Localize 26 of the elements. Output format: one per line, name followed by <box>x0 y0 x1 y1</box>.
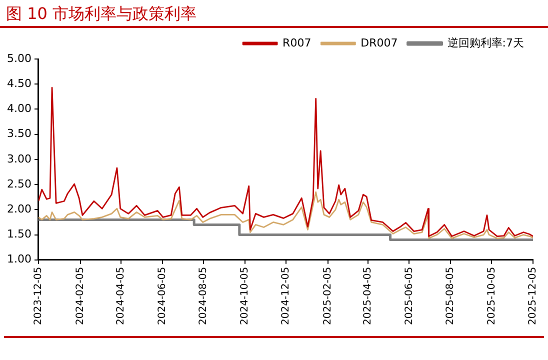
x-tick-label: 2024-12-05 <box>280 266 292 326</box>
x-tick-label: 2024-08-05 <box>198 266 210 326</box>
y-tick-label: 3.50 <box>6 127 32 140</box>
x-tick-label: 2025-02-05 <box>322 266 334 326</box>
y-tick-label: 2.50 <box>6 177 32 190</box>
x-tick-label: 2025-12-05 <box>528 266 539 326</box>
legend-label: R007 <box>282 36 312 50</box>
x-tick-label: 2025-10-05 <box>486 266 498 326</box>
y-tick-label: 2.00 <box>6 202 32 216</box>
y-tick-label: 1.00 <box>6 252 32 266</box>
x-tick-label: 2024-10-05 <box>239 266 250 326</box>
y-tick-label: 4.00 <box>6 102 32 116</box>
x-tick-label: 2025-08-05 <box>445 266 456 326</box>
x-tick-label: 2024-04-05 <box>116 266 127 326</box>
y-tick-label: 5.00 <box>6 52 32 65</box>
x-tick-label: 2024-06-05 <box>156 266 168 326</box>
y-tick-label: 3.00 <box>6 152 32 166</box>
x-tick-label: 2024-02-05 <box>75 266 86 326</box>
y-tick-label: 1.50 <box>6 228 32 241</box>
legend-label: 逆回购利率:7天 <box>447 36 524 50</box>
y-tick-label: 4.50 <box>6 76 32 90</box>
legend-label: DR007 <box>360 36 398 50</box>
x-tick-label: 2023-12-05 <box>33 266 44 326</box>
chart-title: 图 10 市场利率与政策利率 <box>0 0 548 28</box>
x-tick-label: 2025-04-05 <box>362 266 374 326</box>
x-tick-label: 2025-06-05 <box>404 266 415 326</box>
